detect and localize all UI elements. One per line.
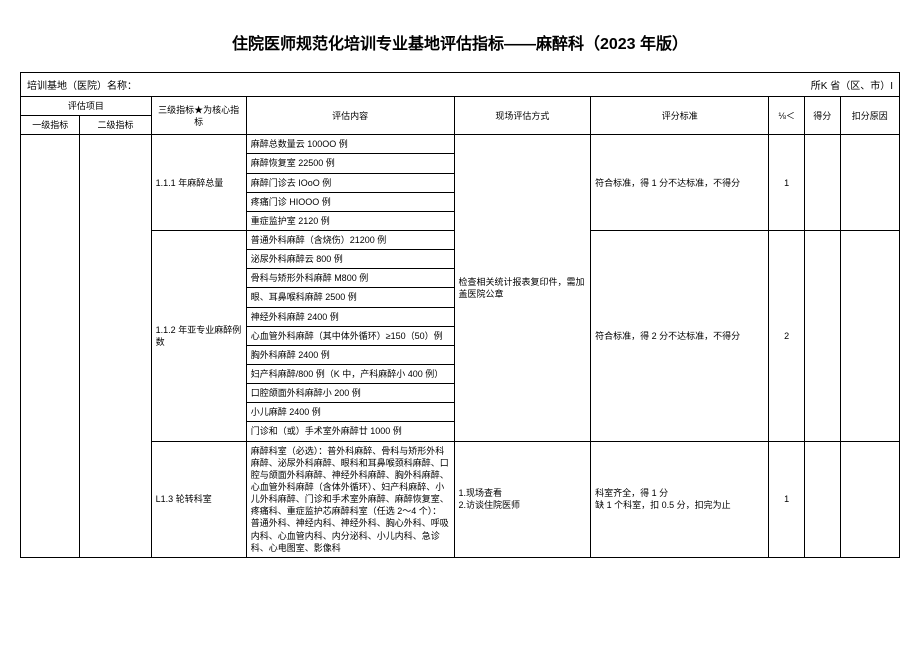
cell-reason-113 <box>840 441 899 557</box>
cell-indicator-113: L1.3 轮转科室 <box>151 441 246 557</box>
table-row: 1.1.1 年麻醉总量 麻醉总数量云 100OO 例 检查相关统计报表复印件，需… <box>21 135 900 154</box>
cell-score-111: 1 <box>769 135 805 231</box>
table-head-row1: 评估项目 三级指标★为核心指标 评估内容 现场评估方式 评分标准 ⅛＜ 得分 扣… <box>21 97 900 116</box>
document-title: 住院医师规范化培训专业基地评估指标——麻醉科（2023 年版） <box>20 30 900 54</box>
cell-content: 口腔颌面外科麻醉小 200 例 <box>246 384 454 403</box>
th-c4: 评估内容 <box>246 97 454 135</box>
cell-content: 骨科与矫形外科麻醉 M800 例 <box>246 269 454 288</box>
cell-method-combined: 检查相关统计报表复印件，需加盖医院公章 <box>454 135 591 441</box>
cell-got-112 <box>804 230 840 441</box>
page-container: 住院医师规范化培训专业基地评估指标——麻醉科（2023 年版） 培训基地（医院）… <box>20 30 900 558</box>
th-c8: 得分 <box>804 97 840 135</box>
header-spacer <box>141 77 811 92</box>
cell-content: 重症监护室 2120 例 <box>246 211 454 230</box>
th-group: 评估项目 <box>21 97 152 116</box>
cell-content: 妇产科麻醉/800 例（K 中，产科麻醉小 400 例） <box>246 364 454 383</box>
th-c1: 一级指标 <box>21 116 80 135</box>
cell-content: 心血管外科麻醉（其中体外循环）≥150（50）例 <box>246 326 454 345</box>
cell-l1 <box>21 135 80 558</box>
cell-got-111 <box>804 135 840 231</box>
th-c9: 扣分原因 <box>840 97 899 135</box>
th-c2: 二级指标 <box>80 116 151 135</box>
th-c3: 三级指标★为核心指标 <box>151 97 246 135</box>
cell-score-112: 2 <box>769 230 805 441</box>
header-row: 培训基地（医院）名称： 所K 省（区、市）I <box>20 72 900 96</box>
cell-content: 胸外科麻醉 2400 例 <box>246 345 454 364</box>
th-c5: 现场评估方式 <box>454 97 591 135</box>
th-c6: 评分标准 <box>591 97 769 135</box>
cell-got-113 <box>804 441 840 557</box>
cell-indicator-111: 1.1.1 年麻醉总量 <box>151 135 246 231</box>
evaluation-table: 评估项目 三级指标★为核心指标 评估内容 现场评估方式 评分标准 ⅛＜ 得分 扣… <box>20 96 900 558</box>
cell-content: 小儿麻醉 2400 例 <box>246 403 454 422</box>
cell-content-113: 麻醉科室（必选）：普外科麻醉、骨科与矫形外科麻醉、泌尿外科麻醉、眼科和耳鼻喉颈科… <box>246 441 454 557</box>
cell-reason-111 <box>840 135 899 231</box>
th-c7: ⅛＜ <box>769 97 805 135</box>
cell-criteria-112: 符合标准，得 2 分不达标准，不得分 <box>591 230 769 441</box>
header-label: 培训基地（医院）名称： <box>27 77 137 92</box>
cell-content: 麻醉总数量云 100OO 例 <box>246 135 454 154</box>
cell-content: 普通外科麻醉（含烧伤）21200 例 <box>246 230 454 249</box>
cell-criteria-113: 科室齐全，得 1 分 缺 1 个科室，扣 0.5 分，扣完为止 <box>591 441 769 557</box>
cell-reason-112 <box>840 230 899 441</box>
header-right: 所K 省（区、市）I <box>811 77 893 92</box>
cell-content: 神经外科麻醉 2400 例 <box>246 307 454 326</box>
cell-content: 麻醉恢复室 22500 例 <box>246 154 454 173</box>
table-row: L1.3 轮转科室 麻醉科室（必选）：普外科麻醉、骨科与矫形外科麻醉、泌尿外科麻… <box>21 441 900 557</box>
cell-content: 泌尿外科麻醉云 800 例 <box>246 250 454 269</box>
cell-l2 <box>80 135 151 558</box>
cell-content: 疼痛门诊 HIOOO 例 <box>246 192 454 211</box>
cell-score-113: 1 <box>769 441 805 557</box>
cell-method-113: 1.现场查看 2.访谈住院医师 <box>454 441 591 557</box>
cell-content: 眼、耳鼻喉科麻醉 2500 例 <box>246 288 454 307</box>
cell-indicator-112: 1.1.2 年亚专业麻醉例数 <box>151 230 246 441</box>
cell-content: 麻醉门诊去 IOoO 例 <box>246 173 454 192</box>
cell-content: 门诊和（或）手术室外麻醉廿 1000 例 <box>246 422 454 441</box>
cell-criteria-111: 符合标准，得 1 分不达标准，不得分 <box>591 135 769 231</box>
